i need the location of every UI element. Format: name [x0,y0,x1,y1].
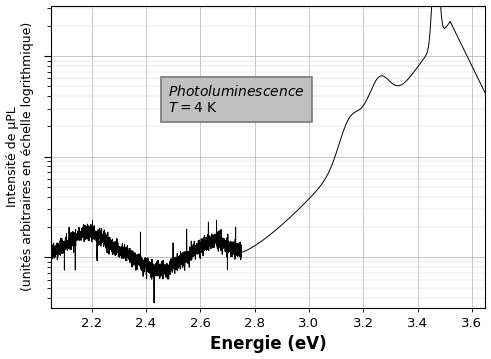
Text: $\mathit{Photoluminescence}$
$T = 4\ \mathrm{K}$: $\mathit{Photoluminescence}$ $T = 4\ \ma… [168,84,305,115]
Y-axis label: Intensité de μPL
(unités arbitraires en échelle logrithmique): Intensité de μPL (unités arbitraires en … [5,22,33,292]
X-axis label: Energie (eV): Energie (eV) [210,335,327,354]
